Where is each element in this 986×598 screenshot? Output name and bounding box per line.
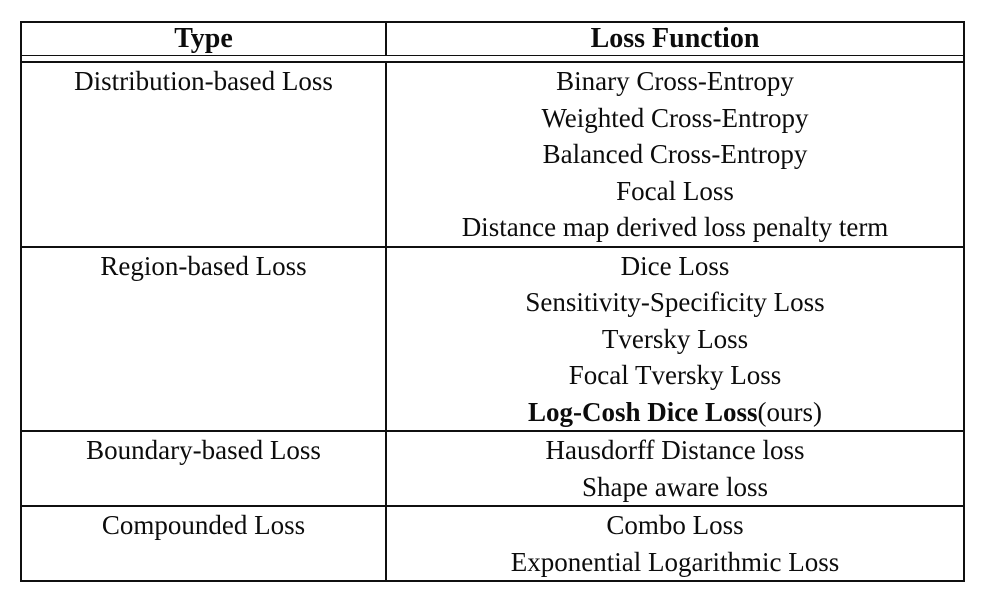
table-row-region-based: Region-based Loss Dice Loss Sensitivity-… bbox=[21, 245, 964, 431]
loss-type-cell: Distribution-based Loss bbox=[21, 62, 386, 247]
loss-function-cell: Binary Cross-Entropy Weighted Cross-Entr… bbox=[385, 62, 964, 247]
loss-line-ours-suffix: (ours) bbox=[757, 396, 822, 427]
loss-line: Balanced Cross-Entropy bbox=[542, 139, 808, 169]
loss-type-label: Distribution-based Loss bbox=[74, 66, 333, 96]
loss-type-cell: Region-based Loss bbox=[21, 245, 386, 431]
loss-line: Focal Loss bbox=[616, 175, 734, 206]
header-row: Type Loss Function bbox=[21, 22, 964, 56]
loss-line: Weighted Cross-Entropy bbox=[541, 102, 809, 133]
loss-type-label: Boundary-based Loss bbox=[86, 435, 321, 465]
loss-line: Shape aware loss bbox=[582, 471, 768, 502]
loss-function-cell: Dice Loss Sensitivity-Specificity Loss T… bbox=[385, 245, 964, 431]
loss-line: Dice Loss bbox=[620, 250, 730, 281]
loss-line: Distance map derived loss penalty term bbox=[461, 212, 889, 242]
table-row-compounded: Compounded Loss Combo Loss Exponential L… bbox=[21, 505, 964, 581]
loss-type-label: Region-based Loss bbox=[100, 250, 307, 281]
loss-function-cell: Hausdorff Distance loss Shape aware loss bbox=[385, 430, 964, 506]
loss-line: Combo Loss bbox=[606, 510, 744, 540]
loss-line: Focal Tversky Loss bbox=[568, 360, 782, 390]
loss-type-cell: Boundary-based Loss bbox=[21, 430, 386, 506]
loss-type-cell: Compounded Loss bbox=[21, 505, 386, 581]
header-separator bbox=[21, 55, 964, 63]
header-separator-cell bbox=[21, 55, 386, 63]
loss-line: Hausdorff Distance loss bbox=[545, 435, 805, 465]
loss-line-ours: Log-Cosh Dice Loss(ours) bbox=[387, 394, 963, 431]
table-row-distribution-based: Distribution-based Loss Binary Cross-Ent… bbox=[21, 62, 964, 247]
column-header-type: Type bbox=[174, 23, 233, 54]
loss-function-table: Type Loss Function Distribution-based Lo… bbox=[20, 21, 965, 582]
header-separator-cell bbox=[386, 55, 964, 63]
loss-line-ours-bold: Log-Cosh Dice Loss bbox=[528, 396, 758, 427]
table-row-boundary-based: Boundary-based Loss Hausdorff Distance l… bbox=[21, 430, 964, 506]
loss-line: Exponential Logarithmic Loss bbox=[510, 546, 840, 577]
loss-line: Tversky Loss bbox=[601, 323, 749, 354]
loss-type-label: Compounded Loss bbox=[101, 510, 306, 540]
loss-line: Binary Cross-Entropy bbox=[556, 66, 794, 96]
column-header-loss-function: Loss Function bbox=[385, 22, 964, 56]
loss-function-cell: Combo Loss Exponential Logarithmic Loss bbox=[385, 505, 964, 581]
loss-line: Sensitivity-Specificity Loss bbox=[525, 287, 825, 317]
